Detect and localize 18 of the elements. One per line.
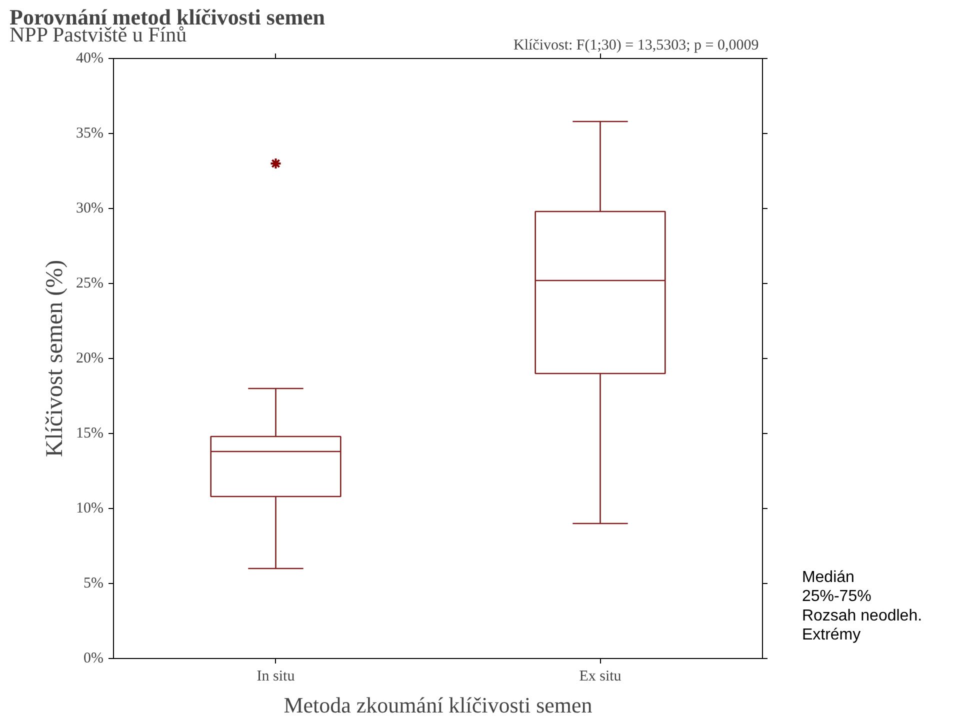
text: 25%-75% (802, 588, 872, 606)
x-axis-title: Metoda zkoumání klíčivosti semen (284, 692, 592, 718)
y-tick-label: 5% (84, 576, 104, 592)
y-axis-title: Klíčivost semen (%) (42, 260, 68, 458)
x-tick-label: In situ (256, 668, 296, 684)
y-tick-label: 15% (76, 426, 104, 442)
text: Rozsah neodleh. (802, 607, 922, 624)
y-tick-label: 30% (76, 200, 104, 216)
y-tick-label: 20% (76, 350, 104, 366)
text: Extrémy (802, 626, 861, 644)
x-tick-label: Ex situ (579, 668, 622, 684)
y-tick-label: 35% (76, 126, 104, 142)
y-tick-label: 40% (76, 50, 104, 66)
text: Medián (802, 569, 854, 586)
y-tick-label: 25% (76, 276, 104, 292)
y-tick-label: 0% (84, 650, 104, 666)
text: Klíčivost: F(1;30) = 13,5303; p = 0,0009 (514, 38, 759, 54)
y-tick-label: 10% (76, 500, 104, 516)
